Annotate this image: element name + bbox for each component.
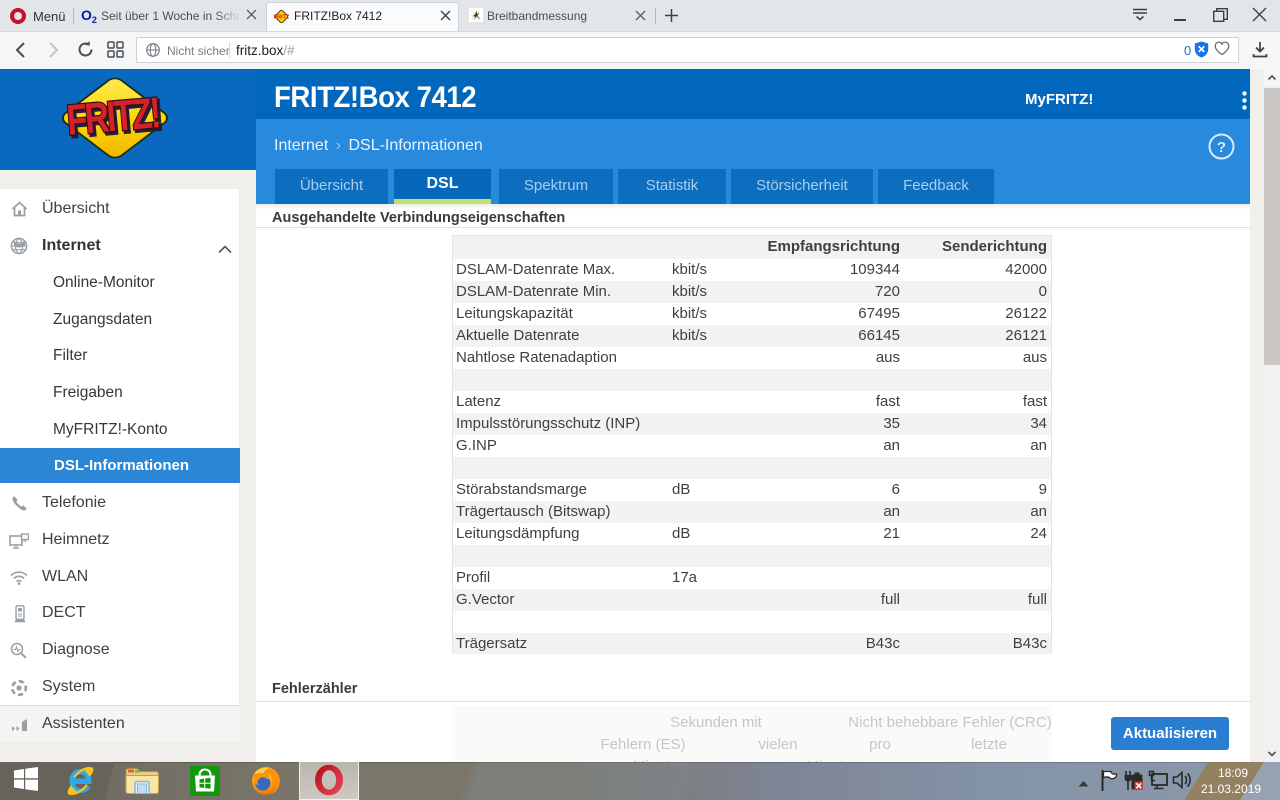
svg-text:?: ? <box>1217 139 1226 156</box>
svg-text:FRITZ!: FRITZ! <box>67 92 163 148</box>
svg-text:FRITZ: FRITZ <box>274 15 289 21</box>
svg-text:FRITZ!: FRITZ! <box>65 89 161 145</box>
